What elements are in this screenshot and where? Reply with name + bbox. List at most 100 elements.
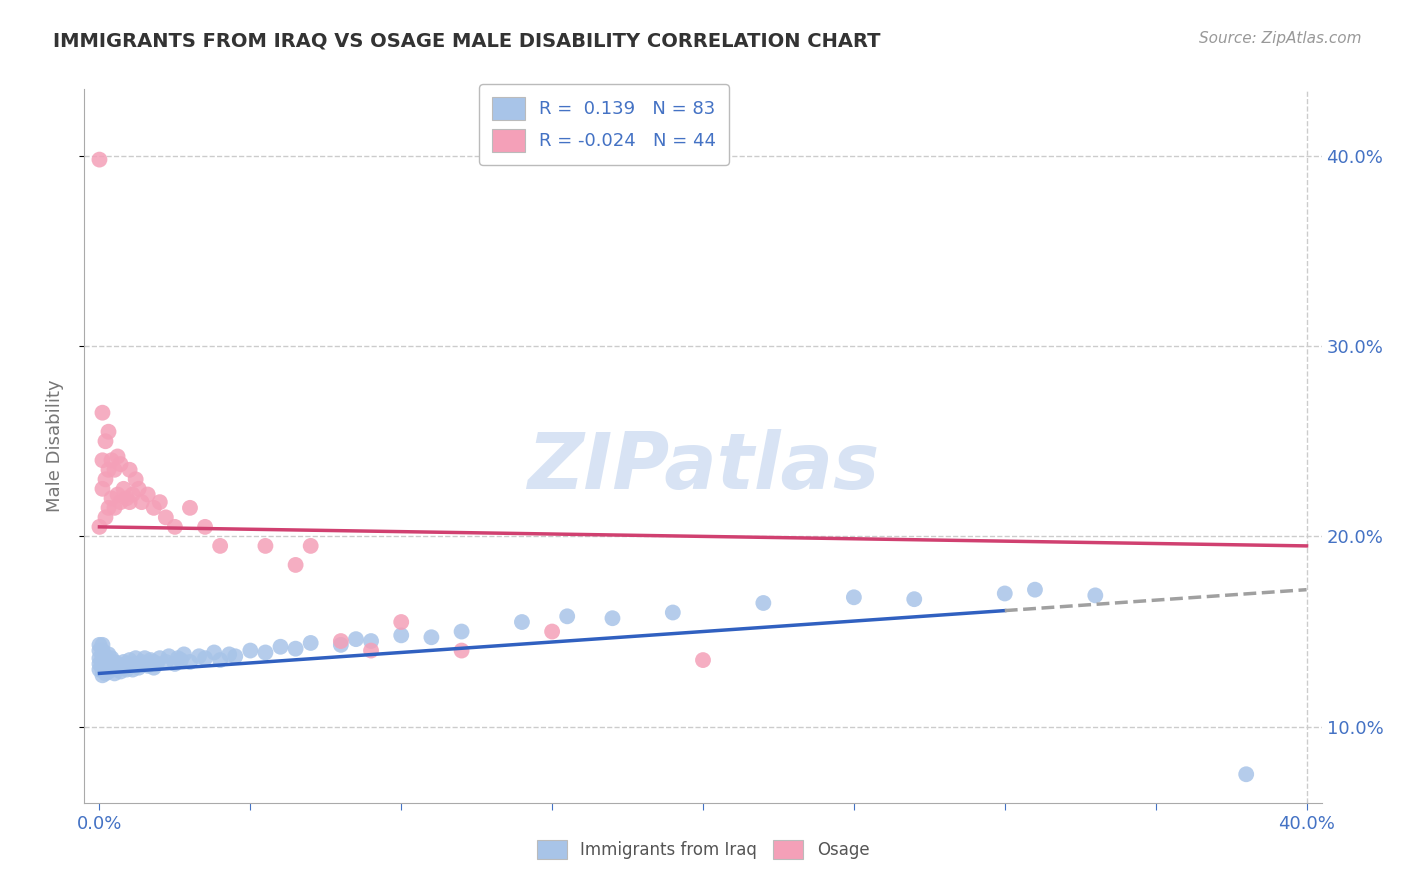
Point <box>188 649 211 664</box>
Point <box>91 651 114 665</box>
Point <box>89 663 111 677</box>
Point <box>202 645 225 659</box>
Point <box>121 663 143 677</box>
Point <box>97 653 120 667</box>
Point <box>97 463 120 477</box>
Point <box>139 653 162 667</box>
Point <box>100 651 122 665</box>
Point <box>239 643 262 657</box>
Point <box>121 487 143 501</box>
Point <box>97 425 120 439</box>
Point <box>142 500 165 515</box>
Point <box>994 586 1017 600</box>
Point <box>128 661 150 675</box>
Point <box>118 495 141 509</box>
Point <box>541 624 564 639</box>
Point <box>103 463 125 477</box>
Point <box>94 434 117 449</box>
Point <box>107 663 129 677</box>
Point <box>89 520 111 534</box>
Point <box>299 539 322 553</box>
Point <box>118 463 141 477</box>
Point <box>91 453 114 467</box>
Point <box>1084 588 1107 602</box>
Point <box>142 655 165 669</box>
Point <box>97 648 120 662</box>
Point <box>112 482 135 496</box>
Point <box>97 665 120 679</box>
Point <box>112 655 135 669</box>
Point <box>344 632 367 647</box>
Point <box>329 638 352 652</box>
Text: Source: ZipAtlas.com: Source: ZipAtlas.com <box>1198 31 1361 46</box>
Point <box>360 634 382 648</box>
Point <box>163 520 186 534</box>
Point <box>662 606 685 620</box>
Point <box>91 657 114 671</box>
Point <box>94 661 117 675</box>
Point <box>1234 767 1257 781</box>
Point <box>94 655 117 669</box>
Point <box>100 491 122 506</box>
Point <box>692 653 714 667</box>
Point <box>100 663 122 677</box>
Point <box>155 655 177 669</box>
Text: ZIPatlas: ZIPatlas <box>527 429 879 506</box>
Point <box>842 591 865 605</box>
Point <box>110 658 132 673</box>
Point <box>167 651 190 665</box>
Point <box>124 472 146 486</box>
Point <box>103 500 125 515</box>
Point <box>149 495 172 509</box>
Point <box>752 596 775 610</box>
Point <box>173 648 195 662</box>
Point <box>107 450 129 464</box>
Point <box>115 657 138 671</box>
Text: IMMIGRANTS FROM IRAQ VS OSAGE MALE DISABILITY CORRELATION CHART: IMMIGRANTS FROM IRAQ VS OSAGE MALE DISAB… <box>53 31 882 50</box>
Point <box>118 658 141 673</box>
Point <box>555 609 578 624</box>
Point <box>209 653 232 667</box>
Point <box>91 663 114 677</box>
Point <box>124 657 146 671</box>
Point <box>89 643 111 657</box>
Point <box>155 510 177 524</box>
Point <box>146 657 169 671</box>
Point <box>194 651 217 665</box>
Point <box>510 615 533 629</box>
Point <box>131 655 153 669</box>
Point <box>103 661 125 675</box>
Point <box>142 661 165 675</box>
Point <box>131 495 153 509</box>
Point <box>157 649 180 664</box>
Point <box>100 657 122 671</box>
Point <box>149 651 172 665</box>
Point <box>450 624 472 639</box>
Point <box>91 482 114 496</box>
Point <box>134 657 156 671</box>
Point <box>136 658 159 673</box>
Point <box>299 636 322 650</box>
Point <box>100 453 122 467</box>
Point <box>97 658 120 673</box>
Point <box>89 638 111 652</box>
Point <box>194 520 217 534</box>
Point <box>420 630 443 644</box>
Point <box>91 643 114 657</box>
Point <box>110 665 132 679</box>
Point <box>450 643 472 657</box>
Y-axis label: Male Disability: Male Disability <box>45 380 63 512</box>
Point <box>91 668 114 682</box>
Point <box>115 663 138 677</box>
Point <box>103 666 125 681</box>
Point <box>1024 582 1046 597</box>
Legend: Immigrants from Iraq, Osage: Immigrants from Iraq, Osage <box>530 833 876 866</box>
Point <box>329 634 352 648</box>
Point <box>170 653 193 667</box>
Point <box>107 657 129 671</box>
Point <box>103 655 125 669</box>
Point <box>134 651 156 665</box>
Point <box>179 500 201 515</box>
Point <box>224 649 246 664</box>
Point <box>89 657 111 671</box>
